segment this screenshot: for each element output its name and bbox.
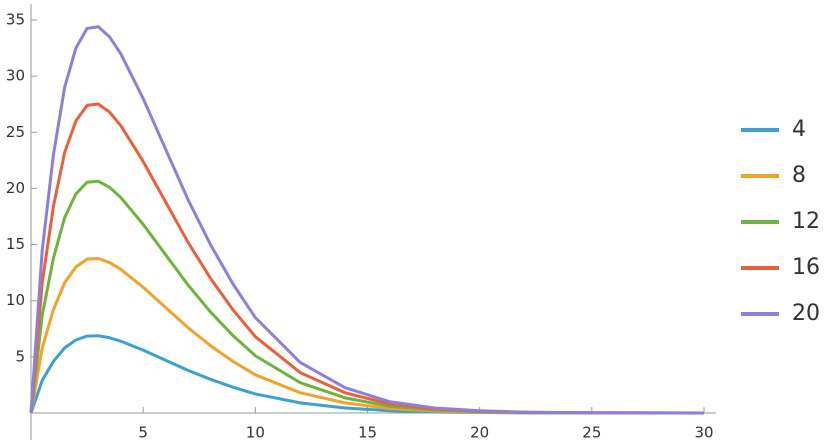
line-series — [29, 256, 705, 415]
x-tick-label: 30 — [694, 424, 713, 442]
y-tick-label: 35 — [6, 11, 25, 29]
legend-label: 8 — [792, 163, 806, 188]
x-tick-label: 5 — [138, 424, 148, 442]
legend-label: 20 — [792, 301, 820, 326]
x-tick-label: 10 — [246, 424, 265, 442]
legend-label: 4 — [792, 117, 806, 142]
y-tick-label: 15 — [6, 235, 25, 253]
line-series — [29, 25, 705, 415]
legend-label: 16 — [792, 255, 820, 280]
line-series — [29, 102, 705, 415]
x-tick-label: 15 — [358, 424, 377, 442]
y-tick-label: 30 — [6, 67, 25, 85]
y-tick-label: 20 — [6, 179, 25, 197]
y-tick-label: 5 — [15, 347, 25, 365]
legend-label: 12 — [792, 209, 820, 234]
x-tick-label: 20 — [470, 424, 489, 442]
y-tick-label: 10 — [6, 291, 25, 309]
line-series — [29, 179, 705, 415]
x-tick-label: 25 — [582, 424, 601, 442]
y-tick-label: 25 — [6, 123, 25, 141]
